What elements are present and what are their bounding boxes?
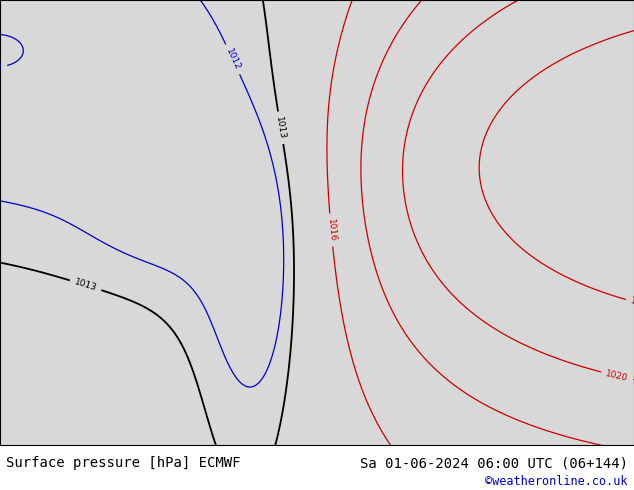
Text: Surface pressure [hPa] ECMWF: Surface pressure [hPa] ECMWF — [6, 456, 241, 470]
Text: 1020: 1020 — [605, 369, 630, 383]
Text: 1013: 1013 — [275, 116, 287, 140]
Text: 1013: 1013 — [74, 277, 98, 293]
Text: Sa 01-06-2024 06:00 UTC (06+144): Sa 01-06-2024 06:00 UTC (06+144) — [359, 456, 628, 470]
Text: 1008: 1008 — [0, 59, 3, 73]
Text: 1012: 1012 — [224, 47, 242, 72]
Text: ©weatheronline.co.uk: ©weatheronline.co.uk — [485, 475, 628, 488]
Text: 1023: 1023 — [630, 296, 634, 311]
Text: 1016: 1016 — [326, 218, 337, 242]
